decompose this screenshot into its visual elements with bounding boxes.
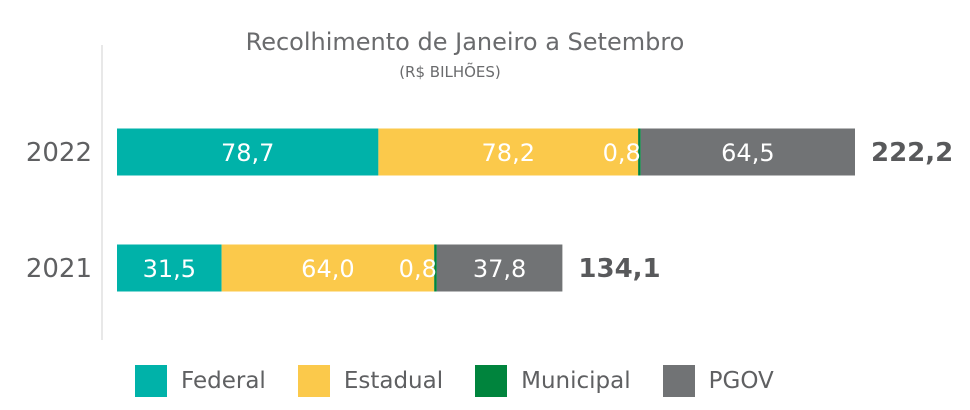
total-label-2022: 222,2 <box>871 138 953 168</box>
bar-municipal-2022 <box>638 128 641 176</box>
bar-pgov-2021 <box>436 244 563 292</box>
legend-item-federal: Federal <box>135 365 266 397</box>
legend-item-estadual: Estadual <box>297 365 444 397</box>
bar-estadual-2022 <box>378 128 639 176</box>
bar-federal-2021 <box>117 244 222 292</box>
bar-federal-2022 <box>117 128 379 176</box>
legend-item-pgov: PGOV <box>662 365 774 397</box>
legend-label-estadual: Estadual <box>343 368 444 394</box>
chart-title: Recolhimento de Janeiro a Setembro <box>245 28 685 56</box>
data-label-estadual-2022: 78,2 <box>482 139 535 167</box>
legend-swatch-pgov <box>662 365 695 397</box>
legend-label-federal: Federal <box>181 368 266 394</box>
data-label-federal-2022: 78,7 <box>221 139 274 167</box>
data-label-federal-2021: 31,5 <box>143 255 196 283</box>
data-label-pgov-2022: 64,5 <box>721 139 774 167</box>
legend-label-pgov: PGOV <box>708 368 774 394</box>
bar-municipal-2021 <box>434 244 437 292</box>
chart-subtitle: (R$ BILHÕES) <box>399 63 501 81</box>
data-label-municipal-2022: 0,8 <box>603 139 641 167</box>
y-tick-label-2022: 2022 <box>26 138 92 168</box>
y-tick-label-2021: 2021 <box>26 254 92 284</box>
data-label-pgov-2021: 37,8 <box>473 255 526 283</box>
legend-swatch-federal <box>135 365 167 397</box>
chart-legend: Federal Estadual Municipal PGOV <box>135 364 806 398</box>
bar-pgov-2022 <box>640 128 855 176</box>
legend-swatch-municipal <box>475 365 508 397</box>
legend-item-municipal: Municipal <box>475 365 631 397</box>
bar-estadual-2021 <box>221 244 435 292</box>
data-label-municipal-2021: 0,8 <box>399 255 437 283</box>
data-label-estadual-2021: 64,0 <box>301 255 354 283</box>
legend-label-municipal: Municipal <box>521 368 631 394</box>
total-label-2021: 134,1 <box>578 254 660 284</box>
legend-swatch-estadual <box>297 365 330 397</box>
